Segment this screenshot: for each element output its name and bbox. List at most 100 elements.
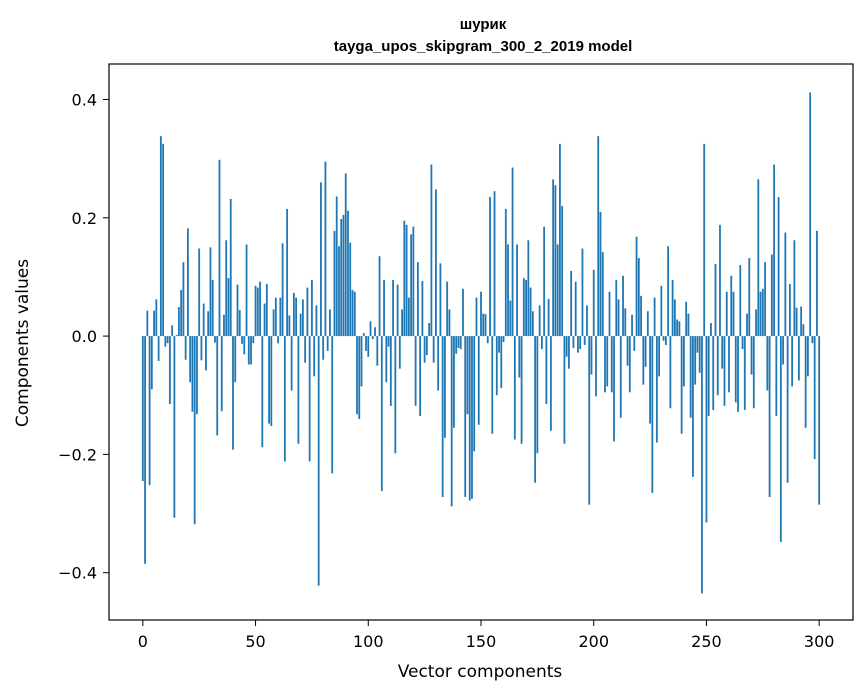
bar-243 — [689, 336, 692, 418]
bar-221 — [640, 295, 642, 337]
bar-159 — [500, 336, 503, 389]
bar-89 — [342, 214, 345, 337]
bar-117 — [405, 224, 408, 337]
bar-136 — [448, 309, 451, 337]
bar-255 — [716, 336, 719, 396]
bar-44 — [241, 336, 243, 344]
bar-56 — [268, 336, 270, 424]
bar-150 — [480, 291, 482, 337]
x-tick-label: 100 — [353, 632, 384, 651]
y-axis-ticks: −0.4 −0.2 0.0 0.2 0.4 — [58, 90, 109, 583]
bar-277 — [766, 336, 769, 391]
bar-154 — [489, 197, 491, 337]
bar-128 — [430, 164, 433, 337]
bar-87 — [338, 246, 340, 337]
bar-47 — [247, 336, 250, 365]
bar-153 — [486, 336, 489, 344]
bar-274 — [759, 291, 762, 337]
bar-170 — [525, 279, 527, 337]
bar-144 — [466, 336, 469, 415]
bar-279 — [770, 254, 773, 337]
bar-3 — [148, 336, 151, 486]
bar-40 — [232, 336, 234, 450]
bar-45 — [243, 336, 246, 355]
bar-252 — [710, 323, 712, 337]
bar-208 — [610, 336, 613, 393]
bar-198 — [588, 336, 591, 505]
bar-1 — [144, 336, 146, 564]
bar-169 — [522, 278, 525, 337]
bar-223 — [644, 336, 647, 367]
x-axis-ticks: 0 50 100 150 200 250 300 — [138, 620, 834, 651]
chart-title: шурик — [460, 16, 507, 33]
bar-149 — [477, 336, 480, 425]
bar-207 — [608, 291, 611, 337]
bar-186 — [561, 205, 564, 337]
bar-235 — [671, 279, 674, 337]
bar-225 — [649, 336, 651, 424]
bar-91 — [347, 210, 349, 337]
bar-111 — [392, 279, 394, 337]
bar-4 — [150, 336, 153, 390]
bar-191 — [572, 336, 575, 348]
bar-238 — [678, 321, 681, 337]
bar-284 — [782, 336, 785, 365]
bar-247 — [698, 336, 701, 373]
bar-68 — [295, 297, 298, 337]
bar-185 — [559, 143, 561, 337]
bar-146 — [471, 336, 473, 499]
bar-140 — [457, 336, 460, 348]
bar-60 — [277, 336, 279, 344]
bar-160 — [502, 336, 505, 342]
bar-286 — [786, 336, 789, 483]
bar-195 — [581, 248, 584, 337]
bar-37 — [225, 240, 228, 337]
bar-36 — [223, 314, 225, 337]
y-tick-label: −0.4 — [58, 564, 97, 583]
bar-251 — [707, 336, 710, 416]
bar-120 — [412, 226, 415, 337]
y-tick-label: 0.4 — [72, 90, 97, 109]
bar-161 — [504, 208, 507, 337]
bar-253 — [712, 336, 715, 411]
bar-237 — [676, 319, 679, 337]
bar-187 — [563, 336, 566, 444]
bar-100 — [367, 336, 370, 357]
bar-295 — [807, 336, 809, 377]
bar-92 — [349, 242, 352, 337]
bar-228 — [655, 336, 658, 443]
bar-28 — [205, 336, 207, 371]
bar-101 — [369, 321, 372, 337]
bar-137 — [450, 336, 453, 507]
bar-190 — [570, 271, 573, 337]
bar-263 — [734, 336, 737, 403]
chart-subtitle: tayga_upos_skipgram_300_2_2019 model — [334, 38, 633, 55]
bar-43 — [238, 310, 241, 337]
bar-83 — [329, 309, 331, 337]
bar-179 — [545, 336, 548, 405]
bar-168 — [520, 336, 523, 444]
bar-38 — [227, 278, 230, 337]
bar-204 — [601, 252, 604, 337]
bar-65 — [288, 315, 291, 337]
bar-62 — [281, 243, 284, 337]
bar-216 — [628, 336, 631, 393]
bar-259 — [725, 291, 728, 337]
bar-171 — [527, 240, 530, 337]
bar-103 — [374, 327, 376, 337]
bar-90 — [344, 173, 347, 337]
bar-184 — [556, 244, 559, 337]
bar-173 — [531, 311, 534, 337]
bar-2 — [146, 310, 149, 337]
bar-15 — [175, 334, 178, 337]
bar-210 — [615, 279, 618, 337]
bar-148 — [475, 297, 478, 337]
bar-93 — [351, 289, 354, 337]
bar-152 — [484, 314, 487, 337]
bar-51 — [256, 287, 259, 337]
bar-102 — [371, 336, 374, 340]
bar-129 — [432, 336, 435, 363]
bar-165 — [513, 336, 516, 440]
y-tick-label: 0.0 — [72, 327, 97, 346]
bar-231 — [662, 336, 665, 341]
